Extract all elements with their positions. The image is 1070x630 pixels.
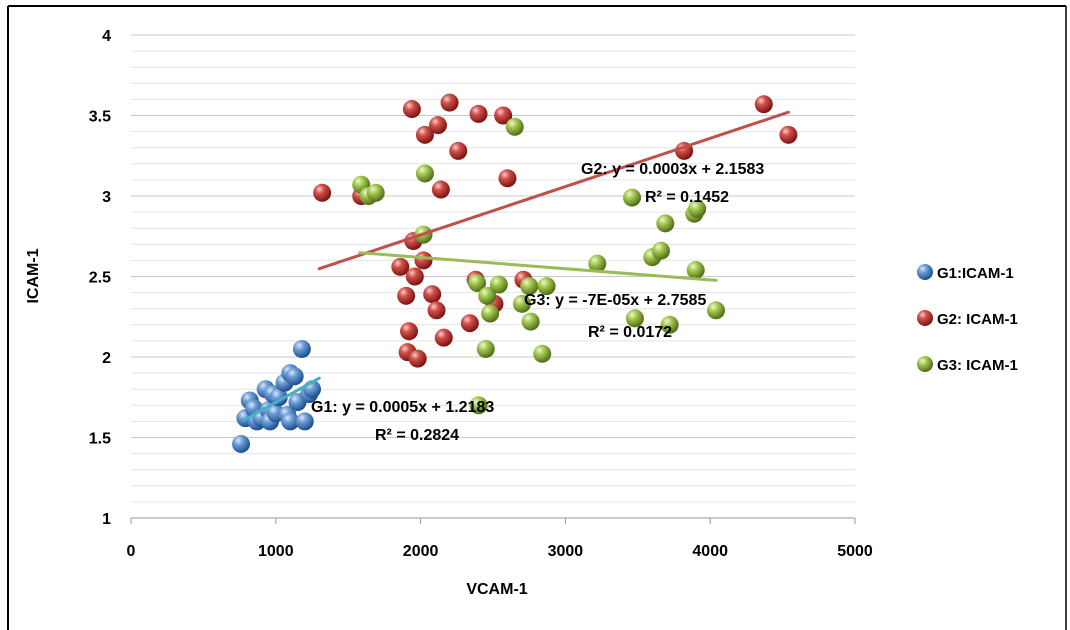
g2-data-point <box>405 267 424 286</box>
legend-marker-g1 <box>917 264 933 280</box>
x-tick-label: 2000 <box>403 543 439 560</box>
g2-trendline <box>317 110 790 271</box>
y-tick-label: 1.5 <box>89 431 111 448</box>
y-tick-label: 4 <box>102 28 111 45</box>
y-tick-label: 2 <box>102 350 111 367</box>
g2-data-point <box>414 251 433 270</box>
g3-data-point <box>469 396 488 415</box>
legend-label-g1: G1:ICAM-1 <box>937 265 1014 282</box>
g1-data-point <box>232 434 251 453</box>
g2-data-point <box>408 349 427 368</box>
g3-data-point <box>623 188 642 207</box>
legend: G1:ICAM-1 G2: ICAM-1 G3: ICAM-1 <box>917 264 1018 374</box>
g3-data-point <box>706 301 725 320</box>
g3-data-point <box>481 304 500 323</box>
g2-data-point <box>400 322 419 341</box>
x-axis-title: VCAM-1 <box>466 581 527 598</box>
g2-data-point <box>431 180 450 199</box>
y-tick-label: 1 <box>102 511 111 528</box>
g2-data-point <box>494 106 513 125</box>
g2-data-point <box>423 285 442 304</box>
trendlines <box>242 110 790 422</box>
y-tick-label: 3.5 <box>89 109 111 126</box>
g3-data-point <box>588 254 607 273</box>
g2-data-point <box>498 169 517 188</box>
g2-data-point <box>313 183 332 202</box>
g1-trendline <box>242 376 321 422</box>
g3-data-point <box>688 199 707 218</box>
g3-equation-label: G3: y = -7E-05x + 2.7585 <box>524 292 706 309</box>
g2-data-point <box>428 116 447 135</box>
g3-data-point <box>686 261 705 280</box>
g3-data-point <box>512 294 531 313</box>
g3-data-point <box>533 344 552 363</box>
axes: 1 1.5 2 2.5 3 3.5 4 0 1000 2000 3000 4000 5000 <box>89 28 873 560</box>
g1-equation-label: G1: y = 0.0005x + 1.2183 <box>311 399 494 416</box>
y-tick-label: 2.5 <box>89 270 111 287</box>
data-points <box>232 93 798 453</box>
g2-data-point <box>427 301 446 320</box>
g2-data-point <box>391 257 410 276</box>
g1-data-point <box>292 339 311 358</box>
g3-data-point <box>505 117 524 136</box>
g2-data-point <box>779 125 798 144</box>
g2-data-point <box>402 100 421 119</box>
x-tick-label: 1000 <box>258 543 294 560</box>
g3-data-point <box>415 164 434 183</box>
g2-data-point <box>440 93 459 112</box>
g2-data-point <box>415 125 434 144</box>
g1-data-point <box>285 367 304 386</box>
g3-data-point <box>660 315 679 334</box>
g3-data-point <box>468 273 487 292</box>
g3-data-point <box>656 214 675 233</box>
g3-data-point <box>521 312 540 331</box>
g3-data-point <box>520 277 539 296</box>
g3-data-point <box>651 241 670 260</box>
g2-equation-label: G2: y = 0.0003x + 2.1583 <box>581 161 764 178</box>
g2-data-point <box>754 95 773 114</box>
legend-marker-g3 <box>917 356 933 372</box>
legend-marker-g2 <box>917 310 933 326</box>
g3-data-point <box>478 286 497 305</box>
g3-r2-label: R² = 0.0172 <box>588 324 672 341</box>
legend-label-g3: G3: ICAM-1 <box>937 357 1018 374</box>
g3-data-point <box>366 183 385 202</box>
x-tick-label: 0 <box>127 543 136 560</box>
x-tick-label: 4000 <box>692 543 728 560</box>
y-axis-title: ICAM-1 <box>25 248 42 303</box>
g2-data-point <box>434 328 453 347</box>
y-tick-label: 3 <box>102 189 111 206</box>
g3-data-point <box>537 277 556 296</box>
x-tick-label: 5000 <box>837 543 873 560</box>
g2-data-point <box>460 314 479 333</box>
g2-data-point <box>449 141 468 160</box>
g3-data-point <box>489 275 508 294</box>
g2-data-point <box>397 286 416 305</box>
g1-data-point <box>281 412 300 431</box>
legend-label-g2: G2: ICAM-1 <box>937 311 1018 328</box>
g3-data-point <box>625 309 644 328</box>
g1-data-point <box>295 412 314 431</box>
x-tick-label: 3000 <box>548 543 584 560</box>
g3-trendline <box>358 251 718 282</box>
g2-r2-label: R² = 0.1452 <box>645 189 729 206</box>
g2-data-point <box>469 104 488 123</box>
g1-r2-label: R² = 0.2824 <box>375 427 459 444</box>
g3-data-point <box>476 339 495 358</box>
